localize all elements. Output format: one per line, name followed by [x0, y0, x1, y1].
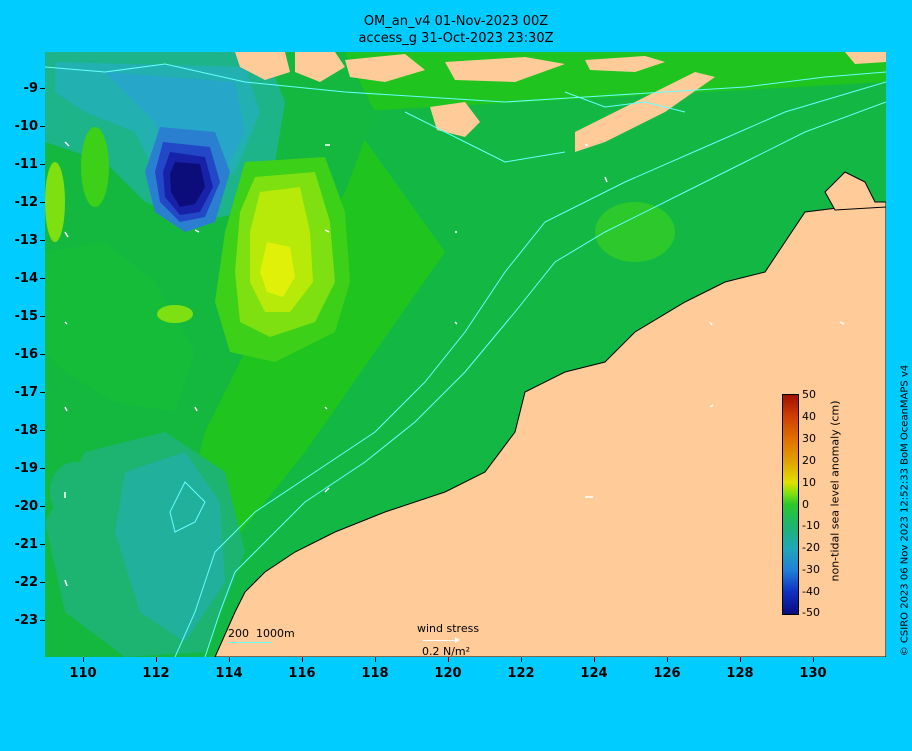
colorbar-tick: -20 [802, 541, 820, 554]
lat-label: -21 [14, 537, 39, 552]
lat-tick [40, 126, 45, 127]
lon-tick [448, 657, 449, 662]
map-title-line1: OM_an_v4 01-Nov-2023 00Z [363, 14, 549, 29]
lon-tick [813, 657, 814, 662]
lat-tick [40, 316, 45, 317]
lon-tick [83, 657, 84, 662]
lat-label: -19 [14, 461, 39, 476]
lat-label: -23 [14, 613, 39, 628]
lat-label: -12 [14, 195, 39, 210]
colorbar-tick: -10 [802, 519, 820, 532]
wind-arrowhead-icon [455, 637, 460, 643]
lon-tick [667, 657, 668, 662]
colorbar-tick: 20 [802, 454, 816, 467]
lon-tick [594, 657, 595, 662]
map-area[interactable] [45, 52, 886, 657]
colorbar-tick: -50 [802, 606, 820, 619]
lat-label: -15 [14, 309, 39, 324]
lat-tick [40, 582, 45, 583]
lat-label: -10 [14, 119, 39, 134]
lat-label: -9 [23, 81, 38, 96]
credit-text: © CSIRO 2023 06 Nov 2023 12:52:33 BoM Oc… [899, 364, 911, 657]
contour-legend-line [228, 642, 272, 643]
lon-label: 110 [69, 666, 97, 681]
lat-tick [40, 430, 45, 431]
lon-tick [156, 657, 157, 662]
wind-arrow-icon [423, 640, 459, 641]
contour-label-1000: 1000m [256, 627, 295, 640]
lon-tick [375, 657, 376, 662]
colorbar-tick: -30 [802, 563, 820, 576]
lat-label: -14 [14, 271, 39, 286]
colorbar-tick: 10 [802, 476, 816, 489]
lat-label: -11 [14, 157, 39, 172]
bathymetry-contours [45, 63, 886, 657]
lat-tick [40, 202, 45, 203]
colorbar-tick: 40 [802, 410, 816, 423]
wind-stress-arrows [64, 141, 845, 587]
lon-label: 118 [361, 666, 389, 681]
lat-tick [40, 468, 45, 469]
lat-label: -17 [14, 385, 39, 400]
lat-label: -18 [14, 423, 39, 438]
lon-tick [229, 657, 230, 662]
contour-label-200: 200 [228, 627, 249, 640]
colorbar-title: non-tidal sea level anomaly (cm) [828, 400, 842, 582]
lat-tick [40, 506, 45, 507]
lat-tick [40, 354, 45, 355]
lon-label: 126 [653, 666, 681, 681]
lat-tick [40, 240, 45, 241]
colorbar-tick: 0 [802, 498, 809, 511]
sea-level-map [45, 52, 886, 657]
wind-stress-label: wind stress [417, 622, 480, 635]
lon-label: 120 [434, 666, 462, 681]
lat-tick [40, 392, 45, 393]
map-title-line2: access_g 31-Oct-2023 23:30Z [358, 31, 554, 46]
lon-label: 116 [288, 666, 316, 681]
colorbar-tick: 50 [802, 388, 816, 401]
lat-tick [40, 278, 45, 279]
colorbar-tick: 30 [802, 432, 816, 445]
lon-label: 122 [507, 666, 535, 681]
lat-tick [40, 164, 45, 165]
wind-unit-label: 0.2 N/m² [422, 645, 471, 658]
lon-label: 130 [799, 666, 827, 681]
colorbar [782, 394, 799, 615]
lat-label: -16 [14, 347, 39, 362]
lon-tick [740, 657, 741, 662]
anomaly-field [45, 52, 886, 657]
lat-label: -22 [14, 575, 39, 590]
lat-label: -13 [14, 233, 39, 248]
colorbar-tick: -40 [802, 585, 820, 598]
lat-tick [40, 544, 45, 545]
lon-label: 124 [580, 666, 608, 681]
lon-tick [302, 657, 303, 662]
lon-tick [521, 657, 522, 662]
land [214, 52, 886, 657]
lon-label: 114 [215, 666, 243, 681]
lat-label: -20 [14, 499, 39, 514]
lon-label: 128 [726, 666, 754, 681]
lat-tick [40, 620, 45, 621]
lat-tick [40, 88, 45, 89]
lon-label: 112 [142, 666, 170, 681]
